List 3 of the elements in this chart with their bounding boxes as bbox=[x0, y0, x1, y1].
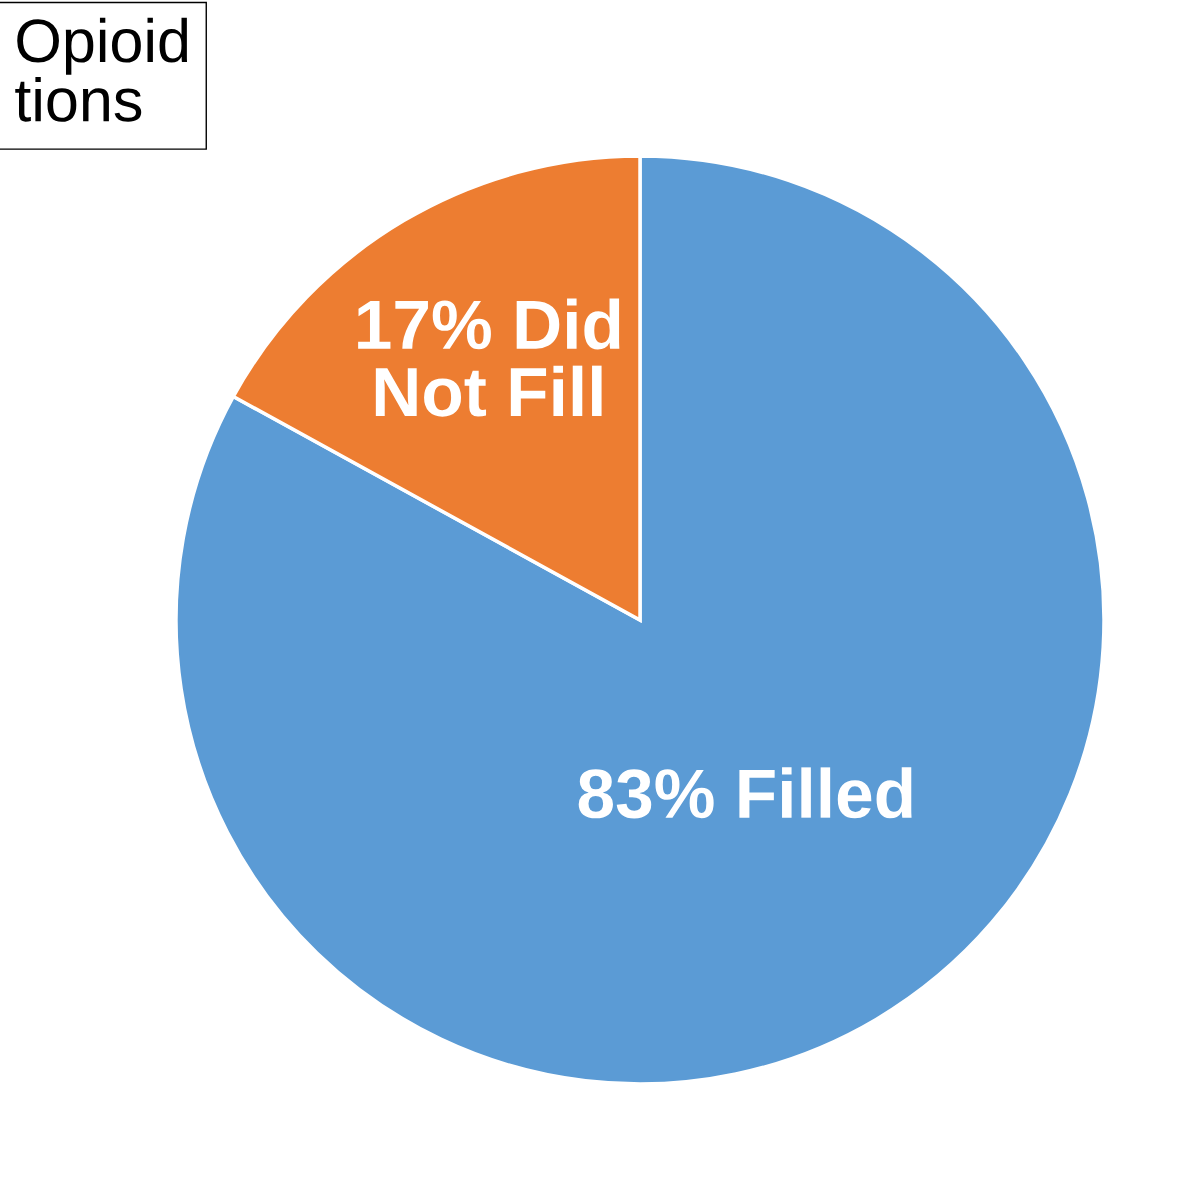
text: Opioid tions bbox=[15, 17, 188, 122]
slice-label: 17% Did Not Fill bbox=[358, 298, 620, 417]
slice-label: 83% Filled bbox=[578, 767, 912, 819]
